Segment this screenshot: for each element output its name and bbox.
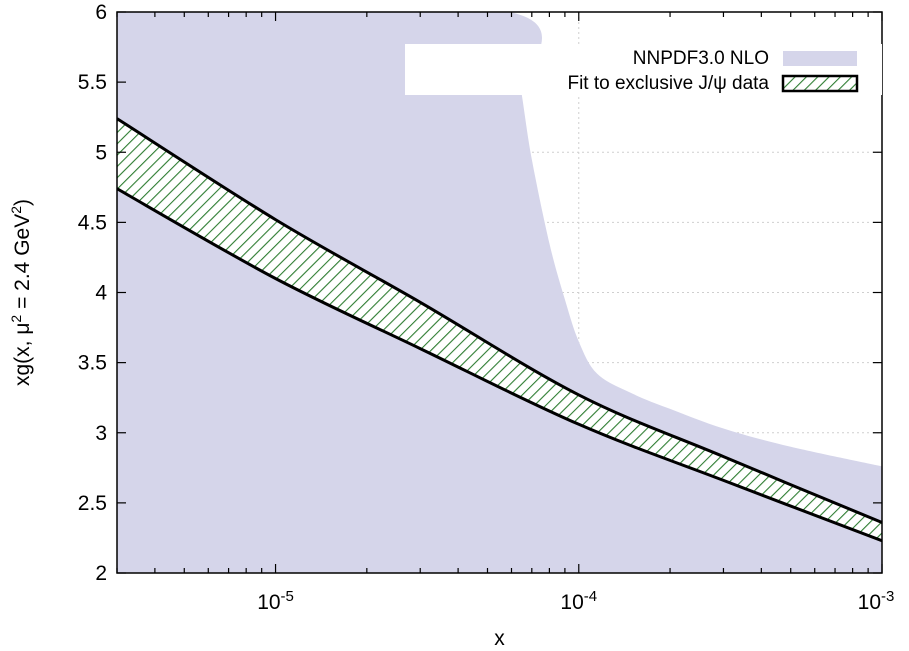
y-tick-label: 5 [95, 141, 107, 164]
y-tick-label: 3 [95, 422, 107, 445]
x-tick-label: 10-4 [560, 588, 597, 615]
x-axis-title: x [494, 627, 505, 650]
legend-label-nnpdf: NNPDF3.0 NLO [633, 48, 769, 69]
x-tick-label: 10-3 [858, 588, 895, 615]
fit-band-fill [117, 118, 882, 541]
y-axis-title: xg(x, μ2 = 2.4 GeV2) [8, 199, 34, 386]
x-tick-label: 10-5 [257, 588, 294, 615]
y-axis-title-mid: = 2.4 GeV [11, 214, 34, 315]
legend-label-fit: Fit to exclusive J/ψ data [567, 73, 769, 94]
y-tick-label: 3.5 [78, 352, 107, 375]
legend-swatch-nnpdf [783, 51, 857, 66]
y-tick-label: 2.5 [78, 492, 107, 515]
y-tick-label: 5.5 [78, 71, 107, 94]
y-tick-label: 6 [95, 1, 107, 24]
legend: NNPDF3.0 NLO Fit to exclusive J/ψ data [405, 44, 882, 95]
fit-band-lower-edge [117, 187, 882, 543]
nnpdf-band [117, 12, 882, 573]
series-bands [117, 12, 882, 573]
fit-band-upper-edge [117, 117, 882, 524]
axes: 2 2.5 3 3.5 4 4.5 5 5.5 6 10-5 10-4 10-3 [78, 1, 895, 614]
y-axis-title-prefix: xg(x, μ [11, 323, 34, 386]
y-tick-label: 4.5 [78, 211, 107, 234]
y-axis-title-suffix: ) [11, 199, 34, 206]
y-tick-label: 2 [95, 562, 107, 585]
y-axis-title-sup1: 2 [8, 315, 24, 323]
y-tick-label: 4 [95, 282, 107, 305]
legend-swatch-fit [781, 74, 859, 93]
y-axis-title-sup2: 2 [8, 206, 24, 214]
